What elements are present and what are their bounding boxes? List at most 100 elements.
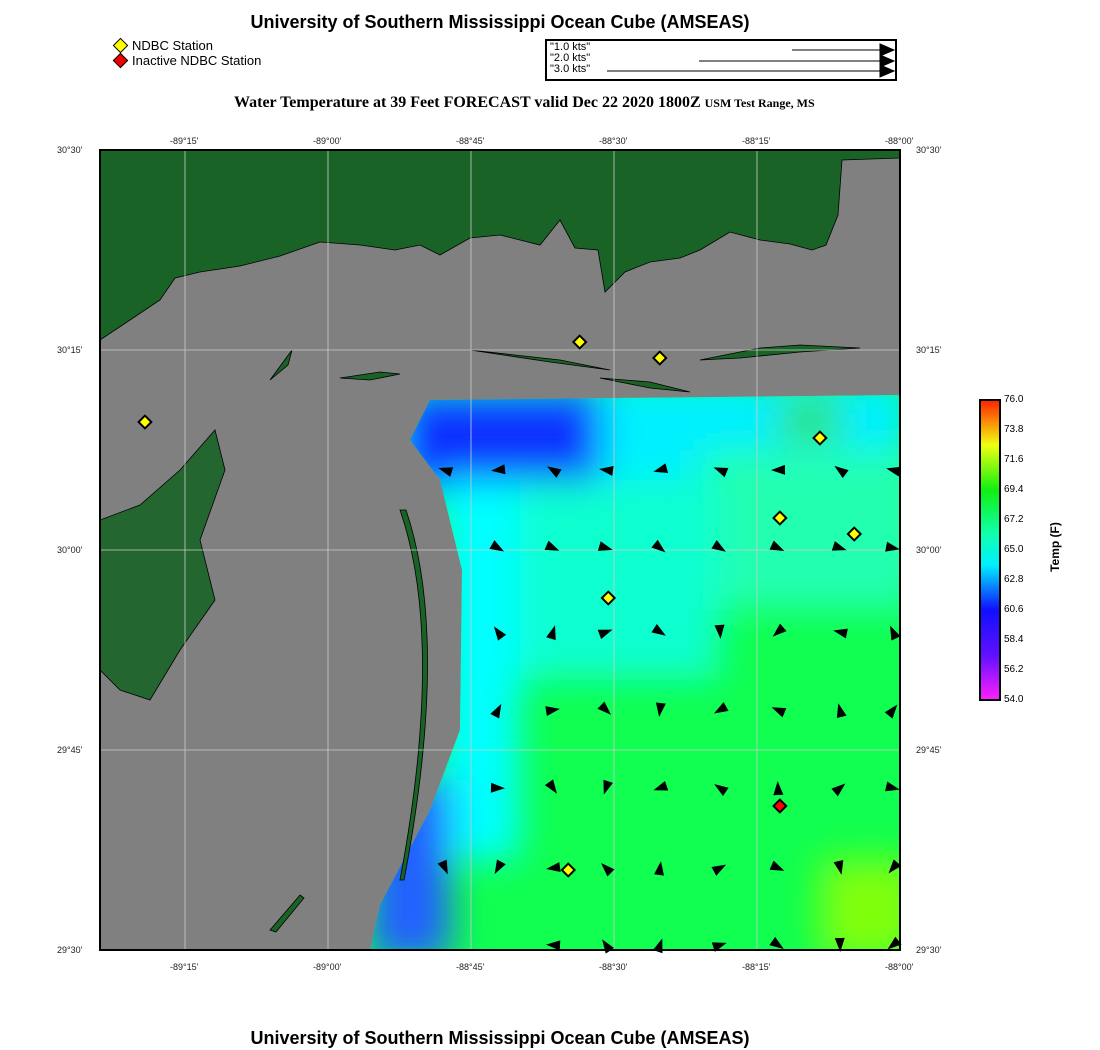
- lat-tick: 30°30': [57, 145, 83, 155]
- current-arrow: [833, 628, 848, 639]
- current-arrow: [654, 861, 664, 876]
- colorbar-tick: 67.2: [1004, 514, 1024, 525]
- subtitle-text: Water Temperature at 39 Feet FORECAST va…: [234, 94, 701, 111]
- lat-tick: 30°15': [57, 345, 83, 355]
- colorbar: [979, 399, 1001, 701]
- current-arrow: [546, 940, 561, 951]
- lon-tick: -88°00': [885, 136, 914, 146]
- colorbar-tick: 76.0: [1004, 394, 1024, 405]
- map: [99, 149, 1001, 954]
- region-text: USM Test Range, MS: [704, 96, 815, 110]
- current-arrow: [651, 623, 666, 636]
- ndbc-station-marker[interactable]: [571, 334, 588, 350]
- current-arrow: [653, 780, 669, 791]
- legend-active-label: NDBC Station: [132, 38, 213, 53]
- current-arrow: [437, 859, 448, 875]
- lon-tick: -89°15': [170, 962, 199, 972]
- current-arrow: [597, 629, 613, 640]
- ndbc-station-marker[interactable]: [651, 350, 668, 366]
- current-arrow: [544, 540, 560, 551]
- current-arrow: [597, 701, 612, 715]
- ndbc-station-marker[interactable]: [812, 430, 828, 446]
- ndbc-station-marker[interactable]: [560, 862, 577, 878]
- current-arrow: [833, 860, 844, 875]
- current-arrow: [546, 466, 562, 478]
- ndbc-station-marker[interactable]: [137, 414, 153, 430]
- colorbar-tick: 58.4: [1004, 634, 1024, 645]
- lat-tick: 30°15': [916, 345, 942, 355]
- lon-tick: -89°00': [313, 962, 342, 972]
- scale-1kt: "1.0 kts": [550, 41, 591, 53]
- current-arrow: [769, 540, 785, 551]
- current-arrow: [493, 626, 507, 641]
- scale-3kt: "3.0 kts": [550, 63, 591, 75]
- footer-title: University of Southern Mississippi Ocean…: [250, 1028, 750, 1048]
- current-arrow: [601, 863, 615, 877]
- lat-tick: 29°30': [916, 945, 942, 955]
- vector-scale-box: "1.0 kts" "2.0 kts" "3.0 kts": [545, 39, 897, 81]
- current-arrow: [489, 540, 505, 552]
- current-arrow: [771, 464, 786, 475]
- current-arrow: [653, 463, 669, 474]
- lat-tick: 29°45': [916, 745, 942, 755]
- colorbar-label: Temp (F): [1048, 522, 1062, 572]
- current-arrow: [491, 464, 506, 475]
- map-frame: [99, 149, 901, 951]
- current-arrow: [597, 541, 613, 551]
- lon-tick: -88°45': [456, 962, 485, 972]
- lon-tick: -88°30': [599, 136, 628, 146]
- scale-2kt: "2.0 kts": [550, 52, 591, 64]
- ndbc-station-marker[interactable]: [846, 526, 863, 542]
- colorbar-tick: 62.8: [1004, 574, 1024, 585]
- map-subtitle: Water Temperature at 39 Feet FORECAST va…: [234, 94, 815, 112]
- current-arrow: [655, 702, 666, 717]
- colorbar-tick: 60.6: [1004, 604, 1024, 615]
- lon-tick: -88°00': [885, 962, 914, 972]
- current-arrow: [885, 541, 900, 552]
- current-arrow: [713, 467, 729, 478]
- current-arrow: [713, 702, 729, 714]
- legend-inactive: Inactive NDBC Station: [112, 52, 262, 69]
- current-arrow: [714, 784, 729, 797]
- current-arrow: [888, 859, 902, 874]
- current-arrow: [494, 859, 506, 875]
- current-arrow: [831, 541, 847, 551]
- current-arrow: [769, 936, 784, 950]
- lon-tick: -88°15': [742, 136, 771, 146]
- current-arrow: [771, 707, 787, 718]
- land: [100, 150, 900, 933]
- stations: [137, 334, 863, 878]
- legend-inactive-label: Inactive NDBC Station: [132, 53, 262, 68]
- colorbar-tick: 73.8: [1004, 424, 1024, 435]
- scale-arrows: [607, 43, 895, 78]
- current-arrow: [544, 779, 558, 794]
- lat-tick: 30°00': [916, 545, 942, 555]
- current-arrow: [651, 539, 666, 553]
- current-arrow: [599, 466, 614, 476]
- colorbar-tick: 56.2: [1004, 664, 1024, 675]
- lat-tick: 29°45': [57, 745, 83, 755]
- lon-tick: -89°15': [170, 136, 199, 146]
- current-arrow: [884, 704, 898, 719]
- lon-tick: -88°15': [742, 962, 771, 972]
- ndbc-station-marker[interactable]: [772, 510, 788, 526]
- colorbar-tick: 69.4: [1004, 484, 1024, 495]
- current-arrow: [831, 783, 846, 797]
- colorbar-tick: 54.0: [1004, 694, 1024, 705]
- current-arrow: [834, 465, 849, 479]
- current-arrow: [711, 540, 726, 552]
- colorbar-tick: 71.6: [1004, 454, 1024, 465]
- current-arrow: [769, 860, 785, 871]
- current-arrow: [546, 862, 561, 872]
- ndbc-station-marker[interactable]: [600, 590, 617, 606]
- inactive-ndbc-station-marker[interactable]: [772, 798, 788, 814]
- lat-tick: 30°30': [916, 145, 942, 155]
- lon-tick: -88°45': [456, 136, 485, 146]
- current-arrow: [836, 703, 847, 719]
- current-arrow: [890, 625, 901, 641]
- lat-tick: 30°00': [57, 545, 83, 555]
- current-arrow: [603, 779, 613, 795]
- page-title: University of Southern Mississippi Ocean…: [250, 12, 750, 32]
- current-arrow: [834, 937, 845, 952]
- lon-tick: -88°30': [599, 962, 628, 972]
